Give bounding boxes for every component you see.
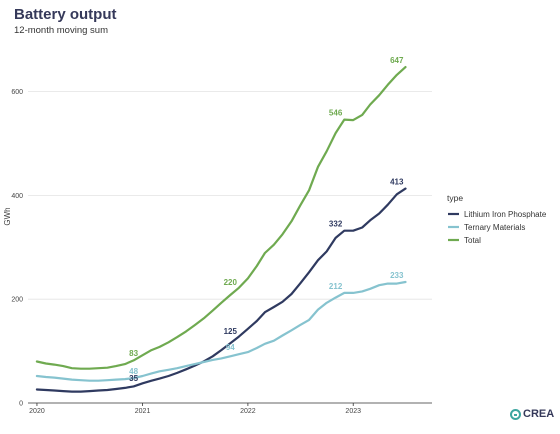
series-lines xyxy=(35,66,407,393)
axes: 0 200 400 600 2020 2021 2022 2023 GWh xyxy=(3,89,432,415)
data-label: 83 xyxy=(129,349,138,358)
chart-subtitle: 12-month moving sum xyxy=(14,25,108,36)
y-axis-label: GWh xyxy=(3,207,12,225)
data-label: 647 xyxy=(390,56,404,65)
data-label: 233 xyxy=(390,271,404,280)
y-tick-label: 0 xyxy=(19,401,23,408)
data-label: 48 xyxy=(129,367,138,376)
data-label: 220 xyxy=(224,278,238,287)
crea-logo: CREA xyxy=(510,408,554,420)
data-label: 35 xyxy=(129,374,138,383)
series-line-lithium-iron-phosphate xyxy=(35,187,407,393)
y-tick-label: 200 xyxy=(11,297,23,304)
data-label: 546 xyxy=(329,109,343,118)
crea-logo-icon xyxy=(510,408,521,420)
legend-entry: Ternary Materials xyxy=(464,223,525,232)
x-tick-label: 2023 xyxy=(345,408,361,415)
crea-logo-text: CREA xyxy=(523,408,555,420)
series-line-total xyxy=(35,66,407,370)
x-tick-label: 2020 xyxy=(29,408,45,415)
data-label: 413 xyxy=(390,178,404,187)
x-tick-label: 2021 xyxy=(135,408,151,415)
gridlines xyxy=(28,91,432,300)
x-tick-label: 2022 xyxy=(240,408,256,415)
legend-entry: Total xyxy=(464,236,481,245)
data-label: 332 xyxy=(329,220,343,229)
data-label: 94 xyxy=(226,343,235,352)
data-label: 212 xyxy=(329,282,343,291)
y-tick-label: 600 xyxy=(11,89,23,96)
data-label: 125 xyxy=(224,327,238,336)
legend-entry: Lithium Iron Phosphate xyxy=(464,210,547,219)
y-tick-label: 400 xyxy=(11,193,23,200)
chart-title: Battery output xyxy=(14,6,117,23)
data-labels: 35 125 332 413 48 94 212 233 83 220 546 647 xyxy=(129,56,404,383)
legend-title: type xyxy=(447,193,463,203)
series-line-ternary-materials xyxy=(35,280,407,382)
